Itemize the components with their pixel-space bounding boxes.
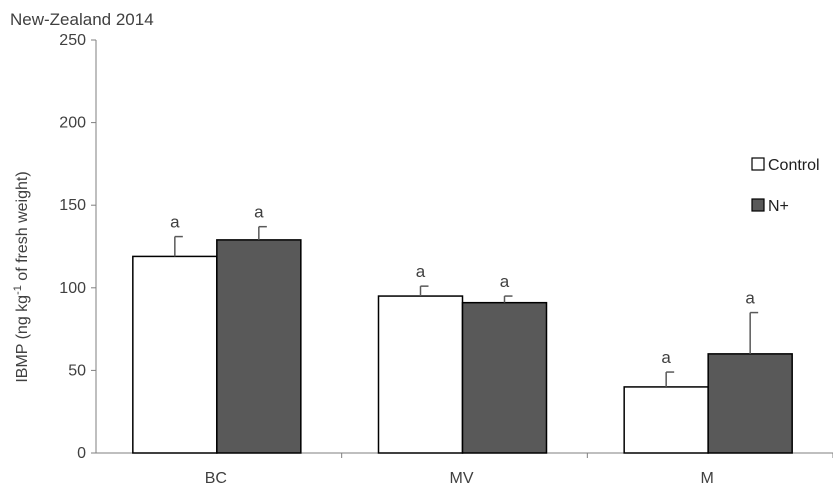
x-tick-label: BC [205, 470, 227, 487]
bar-control-m [623, 386, 709, 454]
y-tick-label: 100 [59, 280, 86, 297]
significance-label: a [500, 272, 510, 291]
bar-control-bc [132, 255, 218, 454]
y-axis-label-superscript: -1 [12, 285, 24, 295]
legend-label: N+ [768, 198, 789, 215]
y-axis-label-tail: of fresh weight) [14, 171, 31, 285]
y-tick-label: 200 [59, 115, 86, 132]
significance-label: a [661, 348, 671, 367]
significance-label: a [416, 262, 426, 281]
legend: Control N+ [751, 157, 820, 215]
x-tick-label: M [701, 470, 714, 487]
significance-label: a [170, 213, 180, 232]
x-tick-label: MV [450, 470, 474, 487]
svg-text:IBMP (ng kg-1 of fresh weight): IBMP (ng kg-1 of fresh weight) [12, 171, 31, 382]
significance-label: a [745, 289, 755, 308]
chart-title: New-Zealand 2014 [10, 10, 154, 29]
legend-swatch [751, 157, 765, 171]
bar-control-mv [377, 295, 464, 454]
bar-n-mv [461, 301, 548, 454]
y-axis-label: IBMP (ng kg-1 of fresh weight) [12, 171, 31, 382]
plot-area: 0 50 100 150 200 250 BC a a MV a a Ma a [59, 32, 833, 487]
y-tick-label: 250 [59, 32, 86, 49]
bar-n-bc [216, 239, 302, 454]
legend-swatch [751, 198, 765, 212]
y-tick-label: 50 [68, 362, 86, 379]
y-tick-label: 0 [77, 445, 86, 462]
legend-label: Control [768, 157, 820, 174]
significance-label: a [254, 203, 264, 222]
bar-n-m [707, 353, 793, 454]
y-axis-label-main: IBMP (ng kg [14, 295, 31, 383]
y-tick-label: 150 [59, 197, 86, 214]
